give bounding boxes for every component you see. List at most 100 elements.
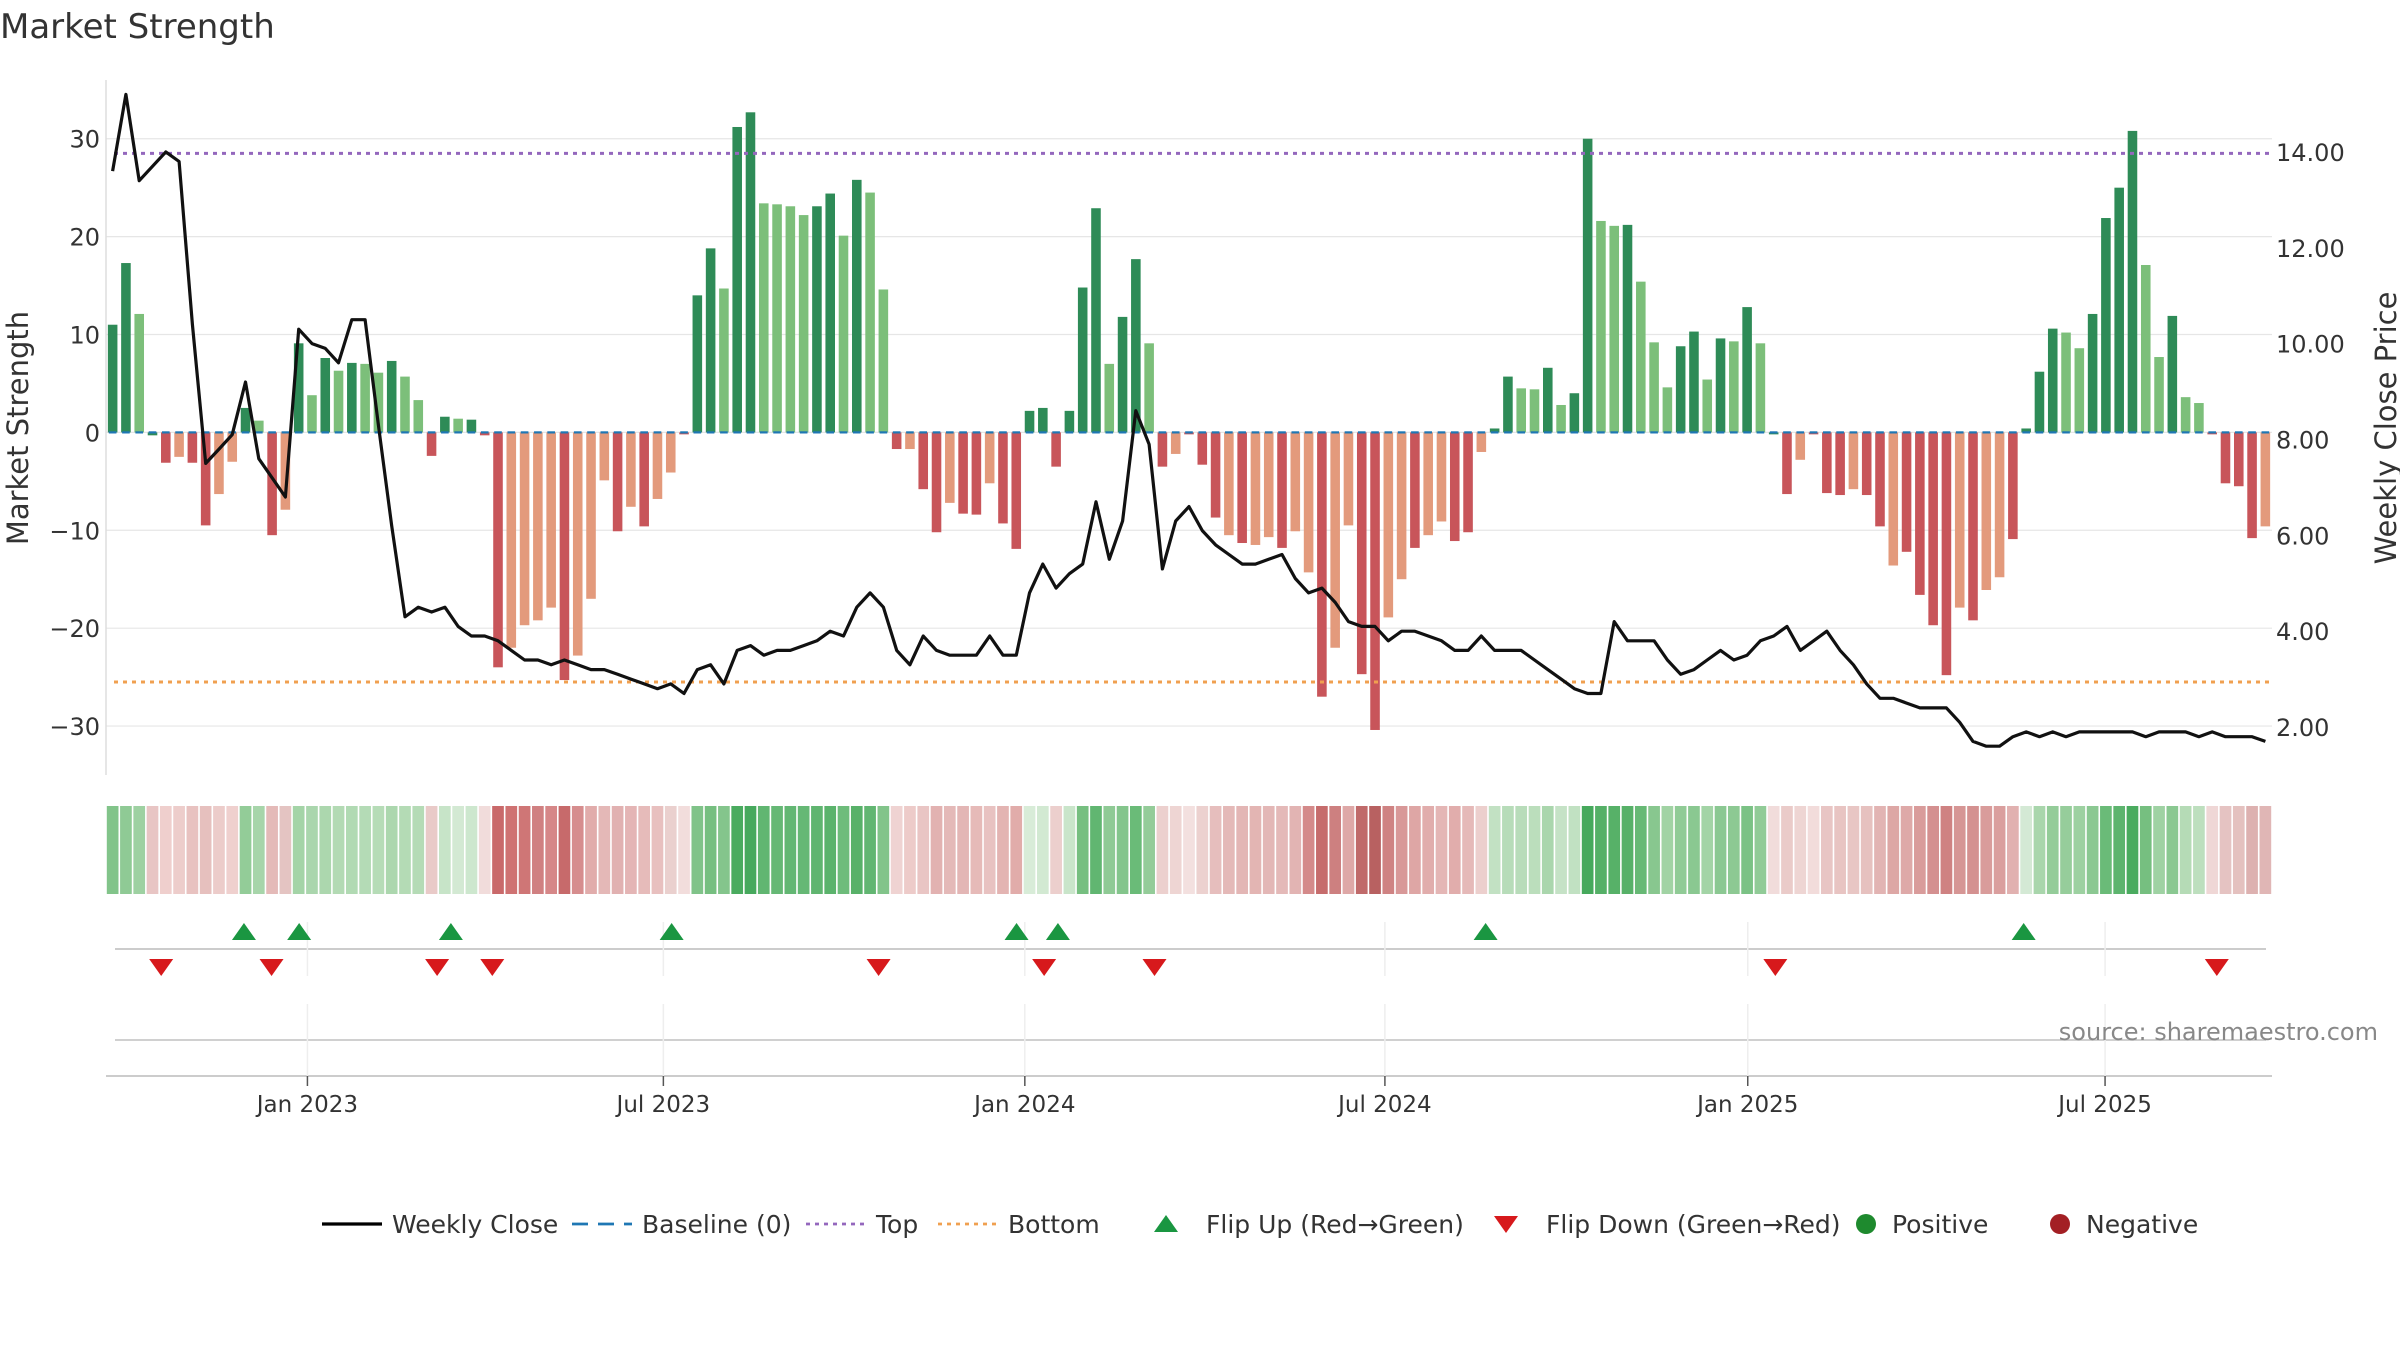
strength-bar (1131, 259, 1141, 433)
strength-bar (1928, 432, 1938, 626)
legend-label: Baseline (0) (642, 1210, 791, 1239)
flip-up-marker (438, 923, 463, 940)
heat-cell (385, 806, 398, 894)
heat-cell (1927, 806, 1939, 894)
strength-bar (838, 235, 849, 433)
strength-bar (1675, 346, 1686, 433)
strength-bar (586, 432, 596, 599)
strength-bar (546, 432, 556, 608)
strength-bar (2101, 218, 2111, 433)
strength-bar (1888, 432, 1899, 566)
flip-up-marker (1004, 923, 1029, 940)
heat-cell (372, 806, 385, 894)
strength-bar (1622, 224, 1633, 433)
flip-up-marker (231, 923, 256, 940)
x-tick-label: Jul 2023 (615, 1092, 711, 1118)
strength-bar (785, 206, 796, 433)
y-tick-label: −30 (49, 713, 100, 741)
heat-cell (146, 806, 159, 894)
strength-bar (1290, 432, 1301, 532)
heat-cell (2259, 806, 2272, 894)
strength-bar (798, 215, 809, 433)
heat-cell (930, 806, 943, 894)
strength-bar (293, 343, 304, 433)
heat-cell (1316, 806, 1328, 894)
strength-bar (1250, 432, 1261, 545)
strength-bar (692, 295, 703, 433)
strength-bar (958, 432, 968, 514)
heat-cell (1435, 806, 1448, 894)
heat-cell (1448, 806, 1461, 894)
strength-bar (1835, 432, 1845, 496)
heat-cell (744, 806, 757, 894)
heat-cell (120, 806, 132, 894)
heat-cell (1409, 806, 1421, 894)
strength-bar (1224, 432, 1234, 536)
heat-cell (943, 806, 956, 894)
heat-cell (1714, 806, 1727, 894)
y-axis-left: −30 −20 −10 0 10 20 30 (49, 126, 100, 741)
strength-bar (1901, 432, 1912, 552)
heat-cell (1555, 806, 1567, 894)
heat-cell (1276, 806, 1288, 894)
strength-bar (652, 432, 663, 499)
y-tick-label: 0 (85, 419, 100, 447)
strength-bar (1077, 287, 1088, 433)
strength-bar (254, 420, 264, 433)
strength-bar (2114, 187, 2124, 433)
flip-down-marker (480, 959, 505, 976)
heat-cell (1342, 806, 1355, 894)
heat-cell (1183, 806, 1195, 894)
y2-tick-label: 8.00 (2276, 426, 2329, 454)
heat-cell (213, 806, 225, 894)
strength-bar (267, 432, 277, 536)
strength-bar (2247, 432, 2257, 539)
heat-cell (492, 806, 504, 894)
strength-bar (1662, 387, 1673, 433)
strength-bar (1410, 432, 1420, 548)
source-credit: source: sharemaestro.com (2059, 1018, 2378, 1046)
strength-bar (533, 432, 543, 621)
heat-cell (2046, 806, 2059, 894)
heat-cell (452, 806, 464, 894)
strength-bar (1636, 281, 1646, 433)
strength-bar (400, 376, 410, 433)
heat-cell (1967, 806, 1979, 894)
strength-bar (931, 432, 942, 533)
strength-bar (1715, 338, 1726, 433)
heat-cell (2060, 806, 2072, 894)
heat-cell (664, 806, 677, 894)
heat-cell (2007, 806, 2019, 894)
heat-cell (1820, 806, 1833, 894)
heat-cell (1050, 806, 1062, 894)
heat-cell (1090, 806, 1102, 894)
strength-bar (1370, 432, 1380, 730)
strength-bar (1795, 432, 1806, 460)
heat-cell (638, 806, 651, 894)
strength-bar (2220, 432, 2231, 484)
heat-cell (890, 806, 903, 894)
strength-bar (1861, 432, 1872, 496)
flip-down-marker (1763, 959, 1788, 976)
heat-cell (784, 806, 797, 894)
strength-bar (2021, 428, 2031, 433)
heat-cell (2166, 806, 2179, 894)
strength-bar (2154, 357, 2164, 433)
heat-cell (1807, 806, 1820, 894)
strength-bar (2194, 403, 2204, 433)
strength-bar (440, 416, 450, 433)
heat-cell (2020, 806, 2033, 894)
strength-bar (918, 432, 929, 490)
strength-bar (1303, 432, 1314, 573)
heat-cell (518, 806, 531, 894)
heat-cell (1116, 806, 1129, 894)
heat-cell (2219, 806, 2232, 894)
heat-cell (997, 806, 1009, 894)
heat-cell (1329, 806, 1342, 894)
heat-cell (1528, 806, 1541, 894)
strength-bar (1689, 331, 1699, 433)
strength-bar (2087, 313, 2098, 433)
strength-bar (905, 432, 915, 450)
strength-bar (1503, 376, 1513, 433)
heat-cell (1688, 806, 1700, 894)
